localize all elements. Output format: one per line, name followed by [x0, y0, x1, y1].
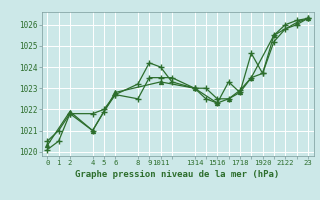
- X-axis label: Graphe pression niveau de la mer (hPa): Graphe pression niveau de la mer (hPa): [76, 170, 280, 179]
